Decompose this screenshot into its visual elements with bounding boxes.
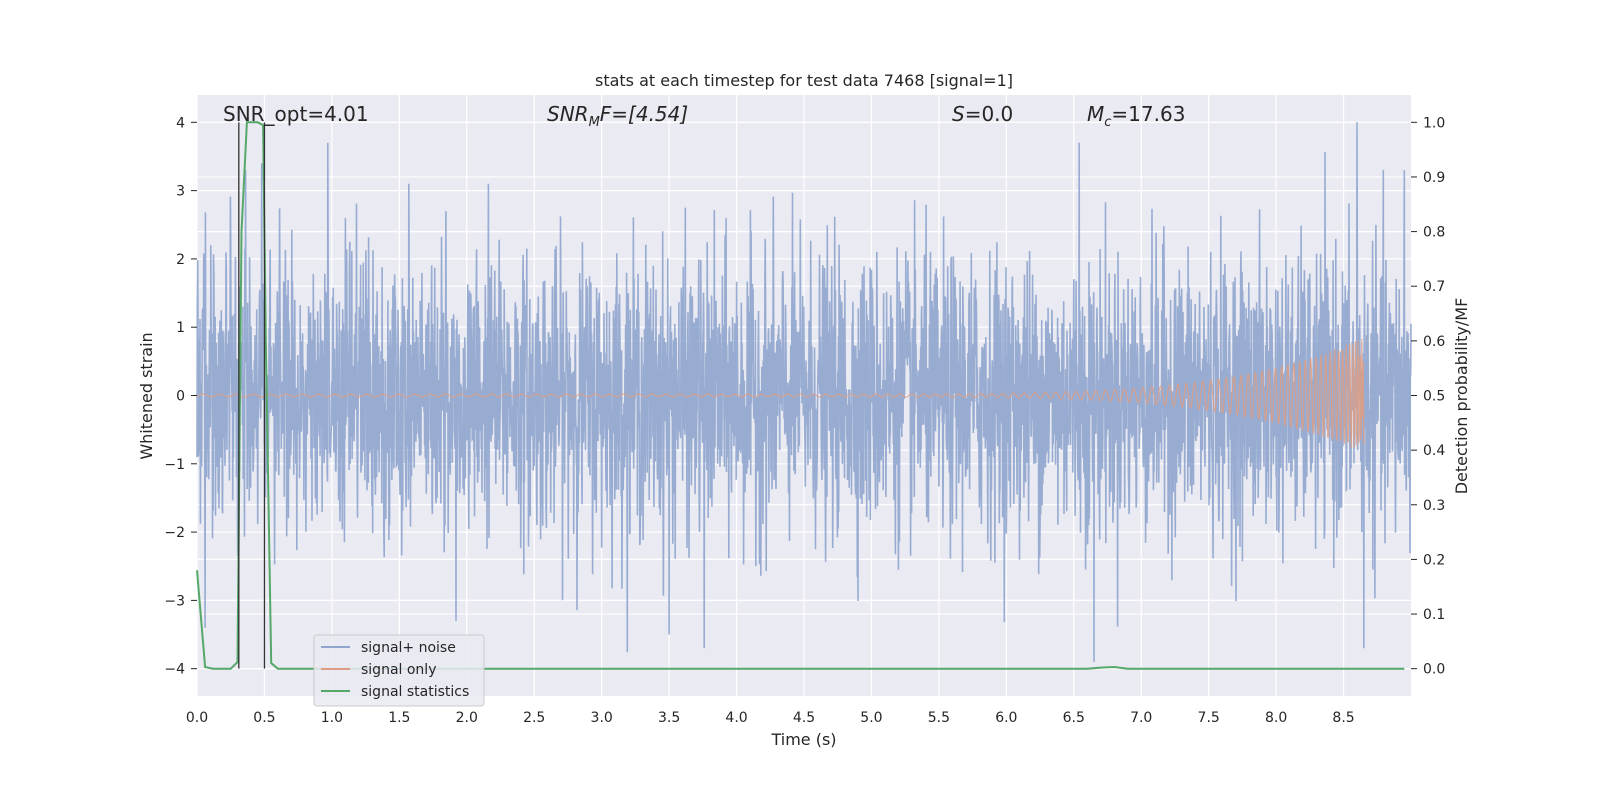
y-right-tick-label: 0.5 — [1423, 389, 1445, 405]
annotation-mc: Mc=17.63 — [1087, 102, 1185, 130]
series-signal-statistics — [196, 121, 1405, 670]
y-left-tick-labels: −4 −3 −2 −1 0 1 2 3 4 — [164, 115, 197, 678]
y-right-tick-label: 0.0 — [1423, 662, 1445, 678]
series-line-signal-statistics — [196, 121, 1405, 670]
x-tick-label: 7.5 — [1198, 710, 1220, 726]
y-right-tick-label: 0.6 — [1423, 334, 1445, 350]
legend: signal+ noise signal only signal statist… — [313, 634, 485, 707]
x-tick-label: 5.0 — [860, 710, 882, 726]
y-right-tick-labels: 0.0 0.1 0.2 0.3 0.4 0.5 0.6 0.7 0.8 0.9 1.0 — [1411, 115, 1445, 678]
x-tick-label: 4.0 — [725, 710, 747, 726]
legend-label-signal-statistics: signal statistics — [361, 684, 469, 700]
annotation-s: S=0.0 — [952, 102, 1013, 126]
x-tick-label: 2.0 — [456, 710, 478, 726]
y-left-tick-label: 0 — [176, 389, 185, 405]
x-tick-label: 6.5 — [1063, 710, 1085, 726]
x-tick-label: 3.5 — [658, 710, 680, 726]
series-signal-noise — [196, 122, 1412, 662]
x-tick-label: 5.5 — [928, 710, 950, 726]
y-right-tick-label: 0.8 — [1423, 225, 1445, 241]
x-tick-label: 1.5 — [388, 710, 410, 726]
x-tick-label: 8.0 — [1265, 710, 1287, 726]
x-tick-label: 7.0 — [1130, 710, 1152, 726]
y-left-axis-label: Whitened strain — [137, 332, 156, 459]
x-tick-label: 0.5 — [253, 710, 275, 726]
y-left-tick-label: −1 — [164, 457, 185, 473]
x-tick-labels: 0.0 0.5 1.0 1.5 2.0 2.5 3.0 3.5 4.0 4.5 5.0 5.5 6.0 6… — [186, 710, 1355, 726]
y-right-tick-label: 1.0 — [1423, 115, 1445, 131]
legend-box — [313, 634, 485, 707]
x-tick-label: 0.0 — [186, 710, 208, 726]
x-tick-label: 1.0 — [321, 710, 343, 726]
x-tick-label: 4.5 — [793, 710, 815, 726]
vertical-markers — [238, 122, 266, 669]
y-right-tick-label: 0.3 — [1423, 498, 1445, 514]
series-line-signal-only — [196, 339, 1365, 448]
y-left-tick-label: −4 — [164, 662, 185, 678]
y-right-tick-label: 0.2 — [1423, 552, 1445, 568]
y-left-tick-label: 1 — [176, 320, 185, 336]
legend-label-signal-noise: signal+ noise — [361, 640, 456, 656]
series-line-signal-noise — [196, 122, 1412, 662]
chart-title: stats at each timestep for test data 746… — [595, 71, 1013, 90]
y-right-axis-label: Detection probability/MF — [1452, 298, 1471, 495]
y-right-tick-label: 0.4 — [1423, 443, 1445, 459]
y-left-tick-label: 4 — [176, 115, 185, 131]
y-left-tick-label: 2 — [176, 252, 185, 268]
x-tick-label: 6.0 — [995, 710, 1017, 726]
y-right-tick-label: 0.1 — [1423, 607, 1445, 623]
annotation-snr-mf: SNRMF=[4.54] — [547, 102, 688, 130]
x-tick-label: 2.5 — [523, 710, 545, 726]
y-left-tick-label: −2 — [164, 525, 185, 541]
x-axis-label: Time (s) — [770, 730, 836, 749]
series-signal-only — [196, 339, 1365, 448]
annotation-snr-opt: SNR_opt=4.01 — [223, 102, 369, 126]
legend-label-signal-only: signal only — [361, 662, 436, 678]
x-tick-label: 8.5 — [1332, 710, 1354, 726]
y-right-tick-label: 0.7 — [1423, 279, 1445, 295]
y-left-tick-label: 3 — [176, 184, 185, 200]
y-right-tick-label: 0.9 — [1423, 170, 1445, 186]
x-tick-label: 3.0 — [591, 710, 613, 726]
y-left-tick-label: −3 — [164, 593, 185, 609]
